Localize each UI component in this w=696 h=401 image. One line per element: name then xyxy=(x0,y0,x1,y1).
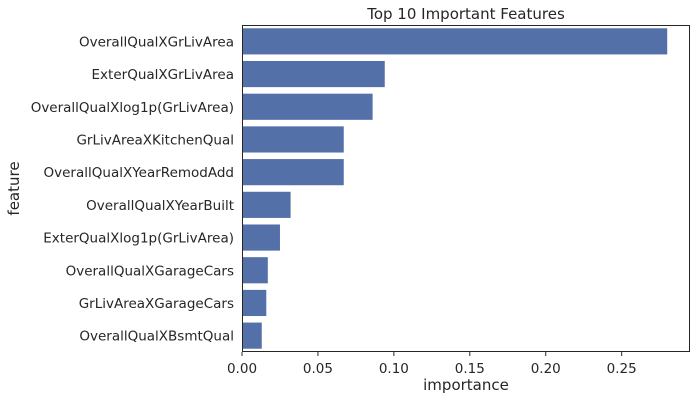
y-tick-label: OverallQualXYearRemodAdd xyxy=(44,165,234,181)
bar xyxy=(242,289,267,317)
bar xyxy=(242,159,344,186)
y-tick-label: GrLivAreaXKitchenQual xyxy=(76,132,234,148)
x-ticks-group: 0.00 0.05 0.10 0.15 0.20 0.25 xyxy=(227,352,637,377)
y-tick-label: GrLivAreaXGarageCars xyxy=(79,296,234,312)
y-tick-label: ExterQualXGrLivArea xyxy=(92,67,234,83)
x-tick-label: 0.15 xyxy=(455,361,485,377)
y-tick-label: ExterQualXlog1p(GrLivArea) xyxy=(43,231,234,247)
x-tick-label: 0.00 xyxy=(227,361,257,377)
bar xyxy=(242,224,280,251)
bars-group xyxy=(242,28,668,349)
x-tick-label: 0.10 xyxy=(379,361,409,377)
x-axis-label: importance xyxy=(423,376,509,394)
x-tick-label: 0.05 xyxy=(303,361,333,377)
x-tick-label: 0.25 xyxy=(607,361,637,377)
y-tick-label: OverallQualXBsmtQual xyxy=(79,329,234,345)
bar xyxy=(242,322,262,349)
chart-title: Top 10 Important Features xyxy=(366,5,565,23)
bar xyxy=(242,60,385,88)
y-tick-label: OverallQualXYearBuilt xyxy=(86,198,234,214)
y-tick-label: OverallQualXGarageCars xyxy=(66,263,234,279)
y-tick-label: OverallQualXGrLivArea xyxy=(79,34,234,50)
bar xyxy=(242,257,268,284)
bar xyxy=(242,191,291,218)
y-axis-label: feature xyxy=(5,161,23,215)
bar xyxy=(242,28,668,55)
plot-frame xyxy=(242,25,690,352)
bar xyxy=(242,126,344,153)
y-ticks-group: OverallQualXGrLivArea ExterQualXGrLivArea… xyxy=(31,34,234,344)
bar xyxy=(242,93,373,120)
x-tick-label: 0.20 xyxy=(531,361,561,377)
y-tick-label: OverallQualXlog1p(GrLivArea) xyxy=(31,100,234,116)
